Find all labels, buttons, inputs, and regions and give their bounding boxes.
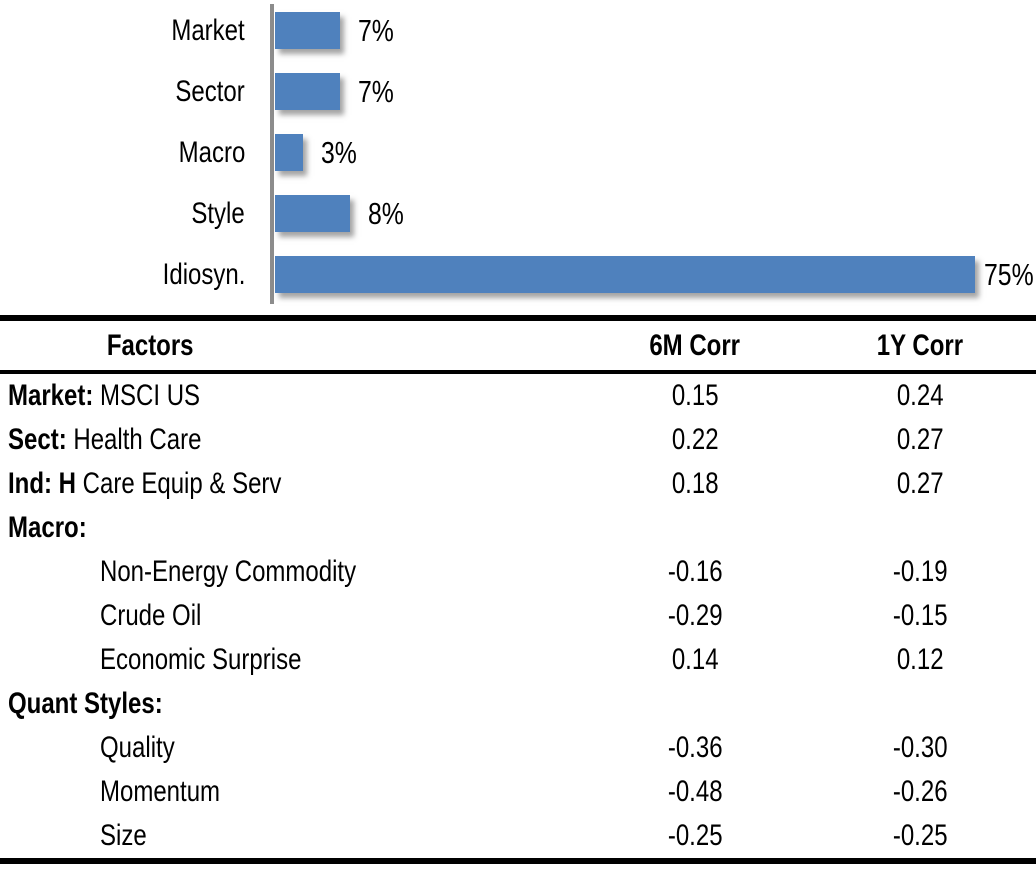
corr-6m-value: -0.48 <box>667 775 723 808</box>
corr-6m-value: -0.16 <box>667 555 723 588</box>
chart-rows: Market 7% Sector 7% Macro 3% Style 8% Idiosyn. 75… <box>0 0 1036 305</box>
corr-1y-value: 0.27 <box>896 467 944 500</box>
chart-row: Macro 3% <box>0 122 1036 183</box>
chart-value-label: 3% <box>321 135 357 170</box>
chart-category-label: Macro <box>178 136 245 169</box>
chart-category-label: Market <box>171 14 245 47</box>
chart-row: Sector 7% <box>0 61 1036 122</box>
table-header-row: Factors 6M Corr 1Y Corr <box>0 321 1036 370</box>
y-axis-line <box>270 4 274 304</box>
chart-bar <box>275 195 350 232</box>
corr-1y-value <box>820 511 1020 545</box>
chart-category-label: Style <box>191 197 245 230</box>
factor-prefix: Ind: H <box>8 467 76 500</box>
correlation-table-body: Market: MSCI US 0.15 0.24 Sect: Health Care… <box>0 374 1036 858</box>
factor-label: Crude Oil <box>100 599 202 632</box>
table-row: Sect: Health Care 0.22 0.27 <box>0 418 1036 462</box>
chart-category-label: Idiosyn. <box>162 258 245 291</box>
table-row: Macro: <box>0 506 1036 550</box>
chart-row: Style 8% <box>0 183 1036 244</box>
factor-name-cell: Macro: <box>0 511 570 545</box>
corr-1y-value: -0.19 <box>892 555 948 588</box>
corr-6m-value: 0.22 <box>671 423 719 456</box>
header-cell-1y-corr: 1Y Corr <box>820 329 1020 363</box>
table-header-rule <box>0 370 1036 374</box>
chart-bar-track: 75% <box>275 256 1036 293</box>
factor-name-cell: Quality <box>0 731 570 765</box>
factor-name-cell: Sect: Health Care <box>0 423 570 457</box>
table-row: Market: MSCI US 0.15 0.24 <box>0 374 1036 418</box>
corr-6m-value: -0.29 <box>667 599 723 632</box>
header-cell-factors: Factors <box>0 329 570 363</box>
chart-bar <box>275 73 341 110</box>
table-row: Non-Energy Commodity -0.16 -0.19 <box>0 550 1036 594</box>
factor-label: Momentum <box>100 775 221 808</box>
chart-bar <box>275 256 975 293</box>
factor-label: Size <box>100 819 147 852</box>
factor-label: Care Equip & Serv <box>75 467 282 500</box>
chart-bar <box>275 12 341 49</box>
factor-label: Non-Energy Commodity <box>100 555 357 588</box>
corr-1y-value: -0.26 <box>892 775 948 808</box>
factor-prefix: Sect: <box>8 423 67 456</box>
factor-name-cell: Ind: H Care Equip & Serv <box>0 467 570 501</box>
corr-6m-value: 0.15 <box>671 379 719 412</box>
corr-6m-header-label: 6M Corr <box>649 328 741 362</box>
factor-name-cell: Size <box>0 819 570 853</box>
factor-prefix: Macro: <box>8 511 87 544</box>
chart-row: Market 7% <box>0 0 1036 61</box>
table-top-rule <box>0 315 1036 321</box>
corr-1y-value <box>820 687 1020 721</box>
corr-1y-value: 0.27 <box>896 423 944 456</box>
factor-label: Quality <box>100 731 175 764</box>
factors-header-label: Factors <box>106 328 194 362</box>
factor-label: Economic Surprise <box>100 643 302 676</box>
corr-6m-value: -0.25 <box>667 819 723 852</box>
chart-bar-track: 8% <box>275 195 1036 232</box>
chart-row: Idiosyn. 75% <box>0 244 1036 305</box>
table-row: Momentum -0.48 -0.26 <box>0 770 1036 814</box>
chart-value-label: 8% <box>367 196 404 231</box>
factor-name-cell: Quant Styles: <box>0 687 570 721</box>
corr-1y-value: 0.12 <box>896 643 944 676</box>
corr-6m-value: 0.14 <box>671 643 719 676</box>
factor-contribution-bar-chart: Market 7% Sector 7% Macro 3% Style 8% Idiosyn. 75… <box>0 0 1036 308</box>
table-bottom-rule <box>0 858 1036 864</box>
table-row: Quant Styles: <box>0 682 1036 726</box>
corr-1y-header-label: 1Y Corr <box>876 328 964 362</box>
factor-name-cell: Economic Surprise <box>0 643 570 677</box>
header-cell-6m-corr: 6M Corr <box>570 329 820 363</box>
factor-label: Health Care <box>66 423 202 456</box>
chart-value-label: 75% <box>984 257 1035 292</box>
chart-category-label: Sector <box>175 75 245 108</box>
corr-6m-value: 0.18 <box>671 467 719 500</box>
factor-label: MSCI US <box>93 379 201 412</box>
corr-6m-value <box>570 511 820 545</box>
chart-value-label: 7% <box>358 74 395 109</box>
factor-name-cell: Crude Oil <box>0 599 570 633</box>
corr-1y-value: -0.25 <box>892 819 948 852</box>
corr-6m-value <box>570 687 820 721</box>
table-row: Quality -0.36 -0.30 <box>0 726 1036 770</box>
factor-prefix: Market: <box>8 379 94 412</box>
table-row: Size -0.25 -0.25 <box>0 814 1036 858</box>
factor-name-cell: Market: MSCI US <box>0 379 570 413</box>
table-row: Economic Surprise 0.14 0.12 <box>0 638 1036 682</box>
chart-bar-track: 7% <box>275 73 1036 110</box>
factor-name-cell: Momentum <box>0 775 570 809</box>
corr-1y-value: 0.24 <box>896 379 944 412</box>
chart-bar <box>275 134 303 171</box>
chart-value-label: 7% <box>358 13 395 48</box>
corr-6m-value: -0.36 <box>667 731 723 764</box>
chart-bar-track: 3% <box>275 134 1036 171</box>
corr-1y-value: -0.15 <box>892 599 948 632</box>
chart-bar-track: 7% <box>275 12 1036 49</box>
factor-prefix: Quant Styles: <box>8 687 163 720</box>
corr-1y-value: -0.30 <box>892 731 948 764</box>
factor-name-cell: Non-Energy Commodity <box>0 555 570 589</box>
table-row: Crude Oil -0.29 -0.15 <box>0 594 1036 638</box>
table-row: Ind: H Care Equip & Serv 0.18 0.27 <box>0 462 1036 506</box>
